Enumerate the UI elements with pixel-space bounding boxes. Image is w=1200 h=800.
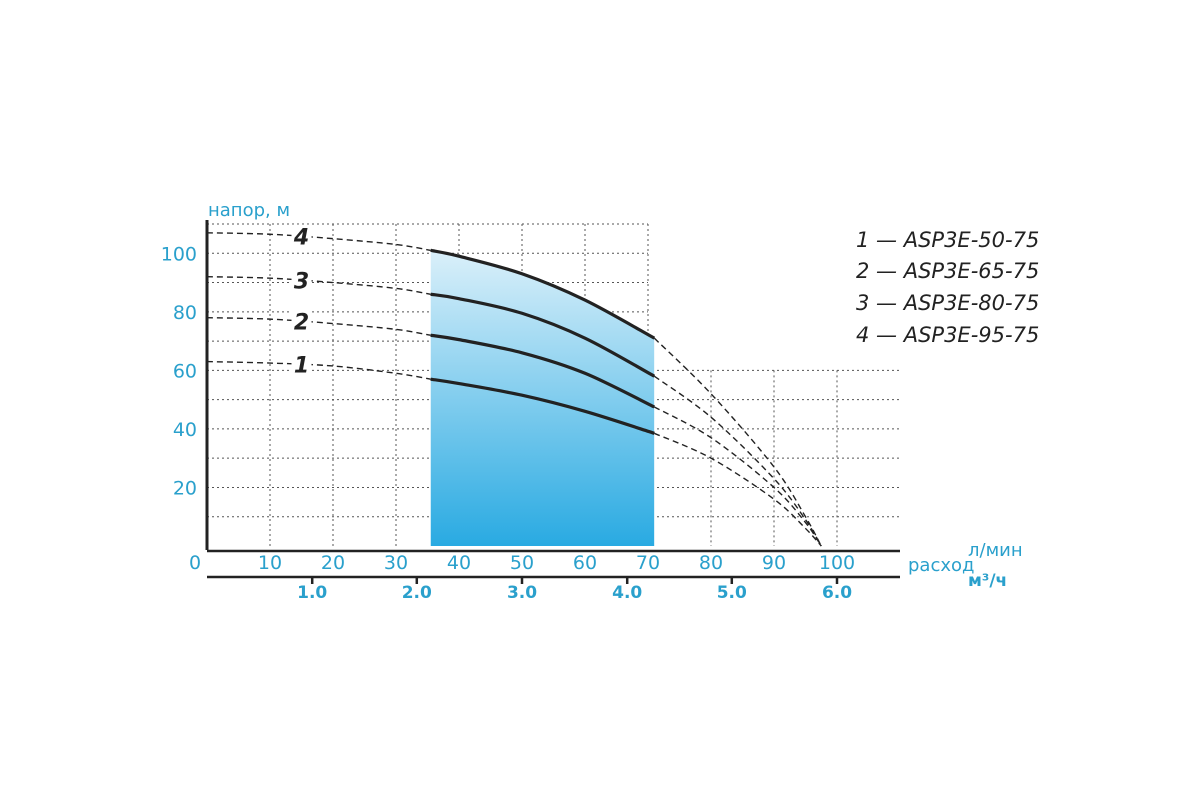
curve-label-bg [291, 352, 312, 377]
y-tick-label: 80 [173, 302, 197, 324]
x-unit-m3h: м³/ч [968, 571, 1007, 591]
legend-item: 2 — ASP3E-65-75 [856, 259, 1039, 283]
x-tick-label-lpm: 60 [573, 552, 597, 574]
curve-4-dashed-left [206, 232, 431, 252]
legend: 1 — ASP3E-50-75 2 — ASP3E-65-75 3 — ASP3… [856, 228, 1039, 347]
y-tick-label: 40 [173, 419, 197, 441]
x-tick-label-lpm: 0 [189, 552, 201, 574]
x-tick-label-lpm: 40 [447, 552, 471, 574]
x-tick-label-lpm: 20 [321, 552, 345, 574]
x-tick-label-m3h: 6.0 [822, 583, 852, 603]
y-tick-label: 100 [161, 243, 197, 265]
legend-item: 4 — ASP3E-95-75 [856, 323, 1039, 347]
x-tick-label-m3h: 1.0 [297, 583, 327, 603]
x-tick-label-m3h: 2.0 [402, 583, 432, 603]
curve-label-bg [291, 268, 312, 293]
curve-3-solid [430, 292, 656, 378]
axes [205, 220, 900, 584]
curve-4-solid [430, 248, 656, 340]
y-axis-label: напор, м [208, 200, 290, 221]
curve-label-bg [291, 224, 312, 249]
legend-item: 1 — ASP3E-50-75 [856, 228, 1039, 252]
x-tick-label-m3h: 4.0 [612, 583, 642, 603]
x-tick-label-lpm: 10 [258, 552, 282, 574]
x-tick-label-lpm: 30 [384, 552, 408, 574]
x-tick-label-m3h: 3.0 [507, 583, 537, 603]
y-tick-label: 20 [173, 477, 197, 499]
curve-1-dashed-left [206, 360, 431, 380]
x-tick-label-lpm: 80 [699, 552, 723, 574]
x-unit-lpm: л/мин [968, 540, 1023, 561]
legend-item: 3 — ASP3E-80-75 [856, 291, 1039, 315]
curve-label-bg [291, 309, 312, 334]
labels: 20 40 60 80 100 0 10 20 30 40 50 60 70 80 90 100 1.0 2.0 3… [161, 224, 855, 603]
curve-3-dashed-left [206, 275, 431, 295]
x-tick-label-lpm: 90 [762, 552, 786, 574]
curve-number-label: 1 [294, 354, 309, 379]
x-tick-label-lpm: 70 [636, 552, 660, 574]
curve-number-label: 2 [294, 310, 309, 335]
x-tick-label-lpm: 100 [819, 552, 855, 574]
curve-2-dashed-right [653, 406, 822, 547]
curve-1-dashed-right [654, 432, 822, 547]
curve-3-dashed-right [653, 375, 822, 547]
curve-4-dashed-right [653, 337, 822, 547]
curve-1-solid [430, 377, 655, 435]
y-tick-label: 60 [173, 360, 197, 382]
x-tick-label-lpm: 50 [510, 552, 534, 574]
curves [206, 232, 822, 547]
x-tick-label-m3h: 5.0 [717, 583, 747, 603]
curve-2-dashed-left [206, 316, 431, 336]
curve-number-label: 3 [294, 269, 309, 294]
curve-2-solid [430, 333, 655, 409]
curve-number-label: 4 [293, 225, 309, 250]
x-axis-label: расход [908, 555, 974, 576]
